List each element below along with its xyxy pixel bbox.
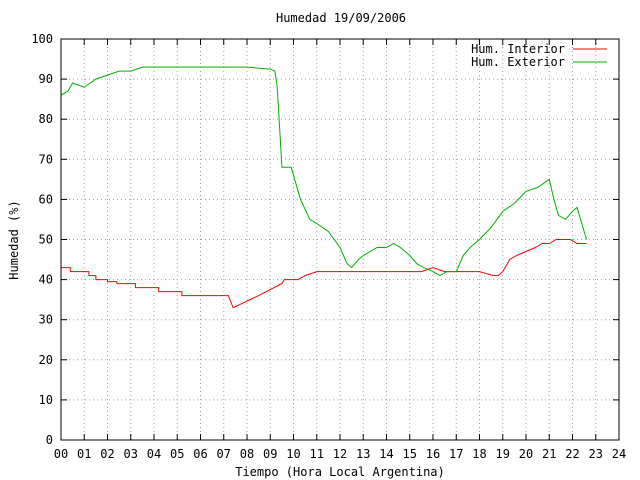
x-tick-label: 12 [333,447,347,461]
legend-label-interior: Hum. Interior [471,42,565,56]
y-tick-label: 40 [39,273,53,287]
y-axis-label: Humedad (%) [7,200,21,279]
y-tick-label: 30 [39,313,53,327]
y-tick-labels: 0 10 20 30 40 50 60 70 80 90 100 [31,32,53,447]
x-tick-label: 09 [263,447,277,461]
x-tick-label: 00 [54,447,68,461]
y-tick-label: 80 [39,112,53,126]
x-tick-label: 07 [217,447,231,461]
x-tick-label: 24 [612,447,626,461]
x-tick-label: 04 [147,447,161,461]
x-tick-label: 02 [100,447,114,461]
x-tick-label: 15 [403,447,417,461]
x-tick-label: 13 [356,447,370,461]
y-tick-label: 100 [31,32,53,46]
x-tick-label: 16 [426,447,440,461]
x-tick-label: 03 [124,447,138,461]
y-tick-label: 0 [46,433,53,447]
x-tick-label: 05 [170,447,184,461]
x-tick-label: 11 [310,447,324,461]
x-tick-labels: 00 01 02 03 04 05 06 07 08 09 10 11 12 13 14 15 16 17 18 19… [54,447,626,461]
series-line-exterior [60,66,587,277]
x-tick-label: 08 [240,447,254,461]
x-tick-label: 14 [379,447,393,461]
y-tick-label: 70 [39,152,53,166]
y-tick-label: 60 [39,192,53,206]
ticks [60,38,620,441]
x-tick-label: 06 [193,447,207,461]
x-tick-label: 20 [519,447,533,461]
y-tick-label: 90 [39,72,53,86]
y-tick-label: 10 [39,393,53,407]
chart-title: Humedad 19/09/2006 [276,11,406,25]
grid-lines [61,39,619,440]
x-tick-label: 10 [286,447,300,461]
series-layer [60,66,587,309]
series-line-interior [61,239,587,309]
x-tick-label: 18 [472,447,486,461]
x-axis-label: Tiempo (Hora Local Argentina) [235,465,445,479]
legend-label-exterior: Hum. Exterior [471,55,565,69]
x-tick-label: 19 [496,447,510,461]
y-tick-label: 20 [39,353,53,367]
x-tick-label: 21 [542,447,556,461]
x-tick-label: 17 [449,447,463,461]
x-tick-label: 23 [589,447,603,461]
x-tick-label: 22 [565,447,579,461]
y-tick-label: 50 [39,233,53,247]
x-tick-label: 01 [77,447,91,461]
